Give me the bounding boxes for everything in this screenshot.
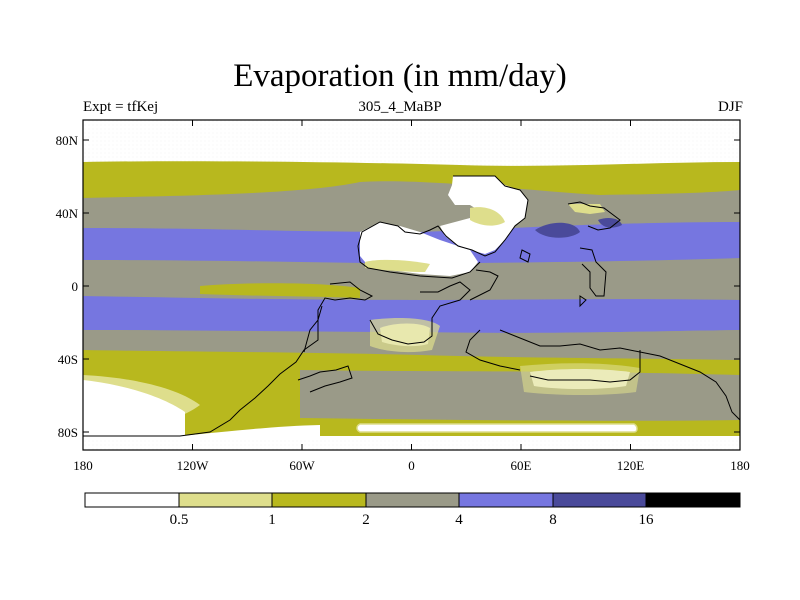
lat-tick-label: 0 xyxy=(72,279,79,294)
lat-tick-label: 80N xyxy=(56,133,79,148)
plot-title: Evaporation (in mm/day) xyxy=(233,58,567,94)
antarctic-white xyxy=(83,380,185,440)
colorbar-label: 0.5 xyxy=(170,512,189,528)
lon-tick-label: 0 xyxy=(408,458,415,473)
band-equator-yellow xyxy=(200,283,360,298)
colorbar-box xyxy=(365,492,460,508)
continent-west-light xyxy=(365,259,430,272)
colorbar-box xyxy=(84,492,180,508)
laurasia-light xyxy=(470,207,505,226)
lon-tick-label: 60E xyxy=(511,458,532,473)
colorbar: 0.5 1 2 4 8 16 xyxy=(84,492,741,528)
lon-tick-label: 180 xyxy=(730,458,750,473)
colorbar-box xyxy=(552,492,647,508)
band-south-gray-2 xyxy=(300,370,740,421)
colorbar-box xyxy=(178,492,273,508)
colorbar-label: 8 xyxy=(549,512,557,528)
colorbar-box xyxy=(458,492,554,508)
colorbar-label: 4 xyxy=(455,512,463,528)
coastlines xyxy=(83,175,741,437)
colorbar-box xyxy=(271,492,367,508)
band-dark-blue-2 xyxy=(598,217,622,228)
antarctic-strip xyxy=(356,423,638,433)
lat-tick-label: 40N xyxy=(56,206,79,221)
colorbar-label: 2 xyxy=(362,512,370,528)
experiment-label: Expt = tfKej xyxy=(83,99,159,115)
south-white-stripe xyxy=(180,425,320,440)
lon-tick-label: 60W xyxy=(289,458,315,473)
band-dark-blue xyxy=(535,222,580,238)
colorbar-label: 1 xyxy=(268,512,276,528)
season-label: DJF xyxy=(717,99,743,115)
evaporation-field xyxy=(83,120,740,450)
colorbar-box xyxy=(645,492,741,508)
lon-tick-label: 120W xyxy=(177,458,210,473)
lon-axis: 180 120W 60W 0 60E 120E 180 xyxy=(73,120,750,473)
band-south-blue xyxy=(83,296,740,333)
lat-axis: 80N 40N 0 40S 80S xyxy=(56,133,740,440)
colorbar-label: 16 xyxy=(639,512,655,528)
lat-tick-label: 80S xyxy=(58,425,78,440)
lat-tick-label: 40S xyxy=(58,352,78,367)
continent-se-light xyxy=(520,363,640,395)
time-label: 305_4_MaBP xyxy=(358,99,442,115)
lon-tick-label: 180 xyxy=(73,458,93,473)
lon-tick-label: 120E xyxy=(617,458,645,473)
continent-south-light xyxy=(370,318,440,353)
